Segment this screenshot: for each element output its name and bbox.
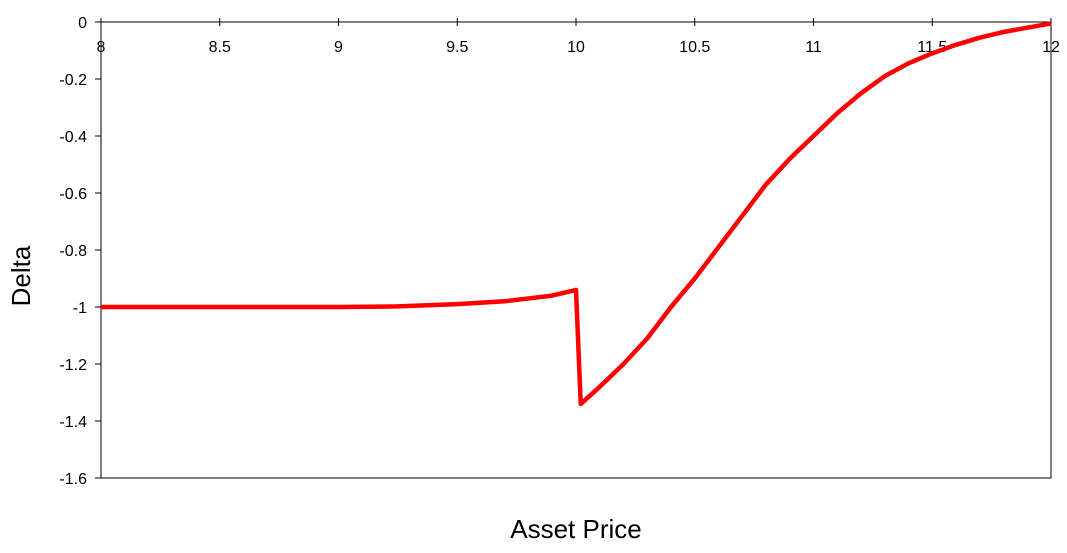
y-tick-label: -1.4: [59, 414, 87, 431]
y-tick-label: -1.6: [59, 471, 87, 488]
x-tick-label: 8.5: [209, 39, 231, 56]
y-tick-label: -1: [73, 300, 87, 317]
y-axis-title: Delta: [6, 245, 36, 306]
data-line: [101, 21, 1052, 407]
y-tick-label: -1.2: [59, 357, 87, 374]
y-tick-label: 0: [78, 15, 87, 32]
y-tick-label: -0.2: [59, 72, 87, 89]
x-tick-label: 10: [567, 39, 585, 56]
y-tick-label: -0.6: [59, 186, 87, 203]
x-tick-label: 8: [97, 39, 106, 56]
x-tick-label: 11: [805, 39, 822, 56]
y-tick-label: -0.8: [59, 243, 87, 260]
x-tick-label: 9.5: [446, 39, 468, 56]
y-tick-label: -0.4: [59, 129, 87, 146]
plot-frame: [100, 21, 1052, 479]
x-axis-title: Asset Price: [510, 514, 642, 544]
x-tick-label: 12: [1042, 39, 1060, 56]
x-tick-label: 10.5: [679, 39, 710, 56]
x-tick-label: 9: [334, 39, 343, 56]
